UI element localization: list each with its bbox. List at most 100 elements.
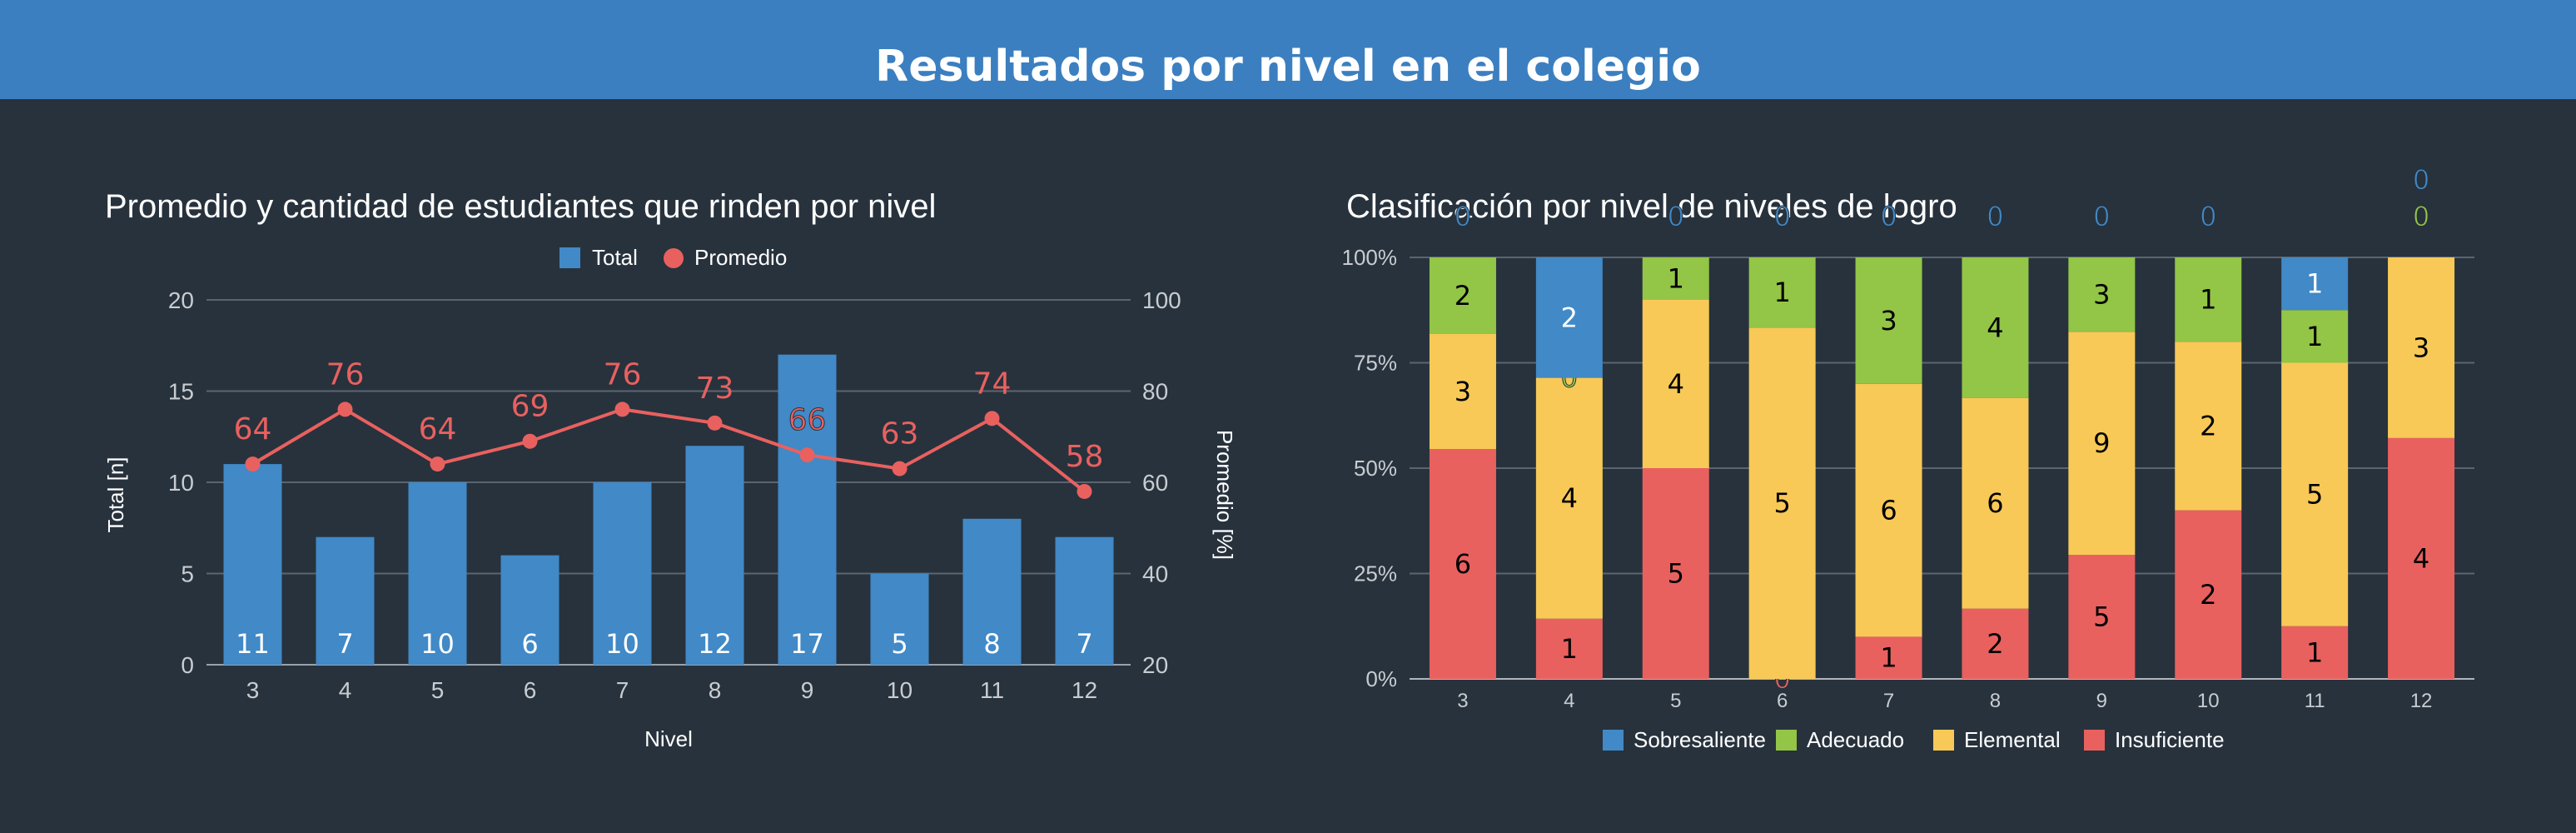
- stacked-segment-insuficiente: [2281, 626, 2349, 679]
- y2-tick-label: 80: [1142, 379, 1168, 405]
- line-data-label: 76: [604, 357, 642, 392]
- y2-tick-label: 60: [1142, 470, 1168, 496]
- bar-data-label: 12: [698, 628, 732, 660]
- stacked-segment-elemental: [1962, 397, 2029, 609]
- bar-data-label: 11: [236, 628, 270, 660]
- x-tick-label: 9: [801, 677, 814, 703]
- x-tick-label: 4: [339, 677, 352, 703]
- stacked-segment-insuficiente: [1429, 449, 1496, 679]
- segment-data-label: 1: [2306, 321, 2323, 352]
- segment-data-label-zero: 0: [1773, 201, 1790, 232]
- segment-data-label: 2: [1561, 302, 1578, 333]
- point-promedio: [522, 433, 538, 449]
- stacked-segment-insuficiente: [1855, 636, 1922, 679]
- point-promedio: [245, 456, 261, 472]
- segment-data-label: 6: [1455, 548, 1471, 580]
- point-promedio: [337, 402, 353, 417]
- point-promedio: [707, 415, 723, 431]
- stacked-segment-elemental: [2281, 362, 2349, 626]
- segment-data-label-zero: 0: [2413, 164, 2429, 196]
- bar-total: [685, 446, 744, 665]
- y-tick-label: 0: [181, 652, 194, 678]
- bar-data-label: 8: [983, 628, 1000, 660]
- chart-promedio-total: 0510152020406080100113741056610712817951…: [103, 245, 1237, 751]
- bar-data-label: 7: [1076, 628, 1092, 660]
- y-axis-title: Total [n]: [103, 456, 128, 532]
- line-promedio: [251, 407, 1086, 493]
- header-bar: [0, 0, 2576, 99]
- bar-total: [500, 555, 559, 665]
- segment-data-label: 6: [1987, 487, 2003, 519]
- bar-total: [870, 573, 929, 665]
- segment-data-label: 6: [1880, 495, 1897, 526]
- stacked-segment-adecuado: [2175, 257, 2242, 342]
- bar-total: [316, 536, 375, 665]
- segment-data-label-zero: 0: [2093, 201, 2110, 232]
- y-tick-label: 25%: [1354, 561, 1397, 586]
- y-tick-label: 0%: [1365, 666, 1397, 691]
- line-data-label: 69: [511, 390, 550, 424]
- point-promedio: [430, 456, 445, 472]
- y-tick-label: 10: [168, 470, 194, 496]
- point-promedio: [614, 402, 630, 417]
- point-promedio: [892, 461, 908, 476]
- legend-swatch-total: [559, 247, 580, 268]
- legend-label-total: Total: [592, 245, 638, 270]
- chart2-title: Clasificación por nivel de niveles de lo…: [1346, 188, 1957, 225]
- bar-data-label: 5: [891, 628, 908, 660]
- segment-data-label: 2: [1987, 628, 2003, 660]
- x-tick-label: 5: [1670, 690, 1681, 712]
- segment-data-label-zero: 0: [2200, 201, 2216, 232]
- stacked-segment-adecuado: [2068, 257, 2136, 332]
- bar-total: [593, 482, 652, 665]
- line-data-label: 64: [234, 412, 272, 446]
- y2-tick-label: 40: [1142, 561, 1168, 587]
- x-tick-label: 6: [524, 677, 537, 703]
- segment-data-label: 1: [1561, 633, 1578, 665]
- x-tick-label: 11: [980, 677, 1004, 703]
- segment-data-label: 5: [1773, 487, 1790, 519]
- stacked-segment-adecuado: [1855, 257, 1922, 384]
- x-tick-label: 6: [1777, 690, 1788, 712]
- segment-data-label-zero: 0: [2413, 201, 2429, 232]
- stacked-segment-elemental: [2388, 257, 2455, 438]
- segment-data-label: 3: [2093, 279, 2110, 311]
- segment-data-label: 3: [2413, 332, 2429, 363]
- x-tick-label: 4: [1564, 690, 1574, 712]
- x-tick-label: 8: [709, 677, 722, 703]
- segment-data-label: 1: [2200, 284, 2216, 316]
- segment-data-label: 9: [2093, 427, 2110, 459]
- x-tick-label: 10: [2197, 690, 2220, 712]
- stacked-segment-insuficiente: [2068, 555, 2136, 679]
- segment-data-label: 1: [1880, 642, 1897, 674]
- bar-total: [778, 354, 837, 665]
- legend-label-insuficiente: Insuficiente: [2115, 727, 2225, 752]
- bar-data-label: 10: [605, 628, 639, 660]
- segment-data-label: 2: [2200, 410, 2216, 441]
- y-tick-label: 100%: [1342, 245, 1398, 270]
- x-tick-label: 10: [887, 677, 913, 703]
- segment-data-label-zero: 0: [1987, 201, 2003, 232]
- x-tick-label: 7: [1883, 690, 1894, 712]
- x-tick-label: 5: [431, 677, 445, 703]
- x-axis-title: Nivel: [644, 726, 693, 751]
- stacked-segment-elemental: [1855, 383, 1922, 637]
- stacked-segment-elemental: [1429, 334, 1496, 449]
- y-tick-label: 20: [168, 287, 194, 313]
- segment-data-label: 5: [2306, 479, 2323, 511]
- point-promedio: [984, 411, 1000, 426]
- bar-total: [962, 518, 1022, 665]
- stacked-segment-sobresaliente: [1535, 257, 1603, 378]
- x-tick-label: 3: [1457, 690, 1468, 712]
- stacked-segment-insuficiente: [2388, 437, 2455, 679]
- segment-data-label-zero: 0: [1668, 201, 1684, 232]
- segment-data-label: 5: [2093, 601, 2110, 633]
- stacked-segment-insuficiente: [2175, 510, 2242, 679]
- point-promedio: [799, 447, 815, 463]
- stacked-segment-elemental: [2068, 332, 2136, 556]
- x-tick-label: 8: [1990, 690, 2001, 712]
- stacked-segment-adecuado: [1962, 257, 2029, 398]
- bar-data-label: 7: [336, 628, 353, 660]
- line-data-label: 74: [973, 367, 1012, 401]
- line-data-label: 58: [1066, 440, 1104, 474]
